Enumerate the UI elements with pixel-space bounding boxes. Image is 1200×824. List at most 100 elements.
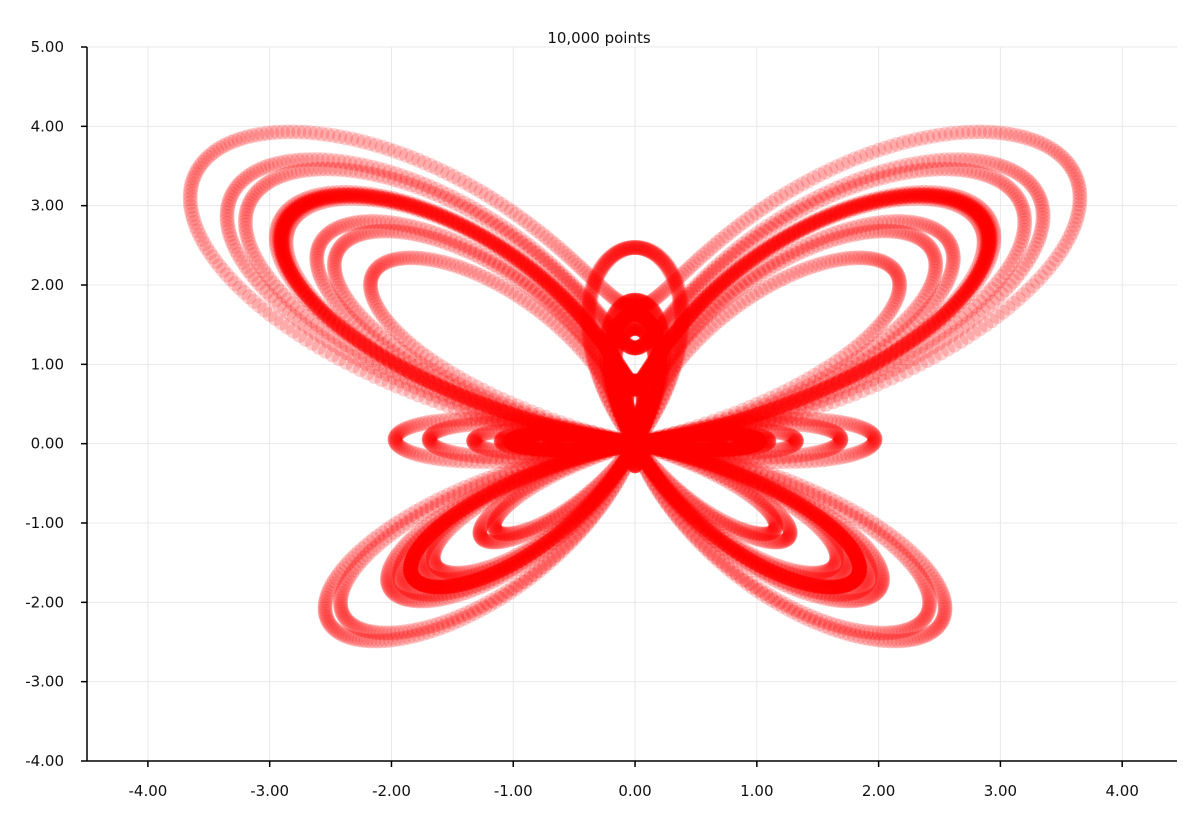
- scatter-point: [641, 439, 657, 454]
- scatter-point: [849, 569, 865, 585]
- scatter-point: [519, 427, 535, 443]
- scatter-point: [681, 426, 697, 442]
- scatter-point: [581, 441, 597, 457]
- scatter-point: [599, 439, 615, 455]
- scatter-point: [726, 414, 742, 430]
- scatter-point: [975, 212, 991, 228]
- scatter-point: [538, 426, 554, 442]
- scatter-point: [806, 506, 822, 522]
- scatter-point: [832, 578, 848, 594]
- scatter-point: [528, 427, 544, 442]
- scatter-point: [841, 201, 857, 217]
- scatter-point: [611, 433, 627, 449]
- scatter-point: [850, 552, 866, 568]
- scatter-point: [807, 578, 823, 594]
- scatter-point: [980, 240, 996, 256]
- scatter-point: [657, 338, 673, 354]
- scatter-point: [605, 439, 621, 455]
- scatter-point: [929, 188, 945, 204]
- scatter-point: [825, 207, 841, 223]
- scatter-point: [695, 454, 711, 470]
- scatter-point: [652, 432, 668, 447]
- scatter-point: [634, 374, 649, 389]
- scatter-point: [576, 441, 592, 457]
- scatter-point: [507, 436, 523, 452]
- scatter-point: [906, 331, 922, 347]
- scatter-point: [821, 517, 837, 533]
- scatter-point: [916, 323, 932, 339]
- scatter-point: [970, 205, 986, 221]
- scatter-point: [633, 375, 649, 391]
- scatter-point: [963, 199, 979, 215]
- scatter-point: [560, 442, 576, 458]
- scatter-point: [940, 190, 956, 206]
- scatter-point: [719, 462, 735, 478]
- scatter-point: [531, 441, 546, 457]
- scatter-point: [659, 443, 675, 459]
- scatter-point: [618, 437, 634, 453]
- scatter-point: [851, 564, 867, 580]
- scatter-point: [638, 366, 654, 382]
- scatter-point: [870, 354, 886, 370]
- scatter-point: [801, 388, 817, 403]
- scatter-point: [505, 435, 521, 451]
- scatter-point: [774, 487, 790, 502]
- scatter-point: [872, 192, 888, 208]
- scatter-point: [559, 427, 575, 443]
- scatter-point: [889, 343, 905, 359]
- scatter-point: [569, 427, 585, 443]
- scatter-point: [742, 471, 758, 487]
- scatter-point: [975, 258, 991, 274]
- scatter-point: [978, 217, 994, 233]
- scatter-point: [542, 442, 558, 458]
- scatter-point: [827, 522, 843, 538]
- scatter-point: [788, 224, 804, 240]
- scatter-point: [793, 221, 809, 237]
- scatter-point: [753, 476, 769, 492]
- scatter-point: [521, 440, 537, 456]
- scatter-point: [647, 440, 663, 456]
- scatter-point: [981, 237, 997, 253]
- scatter-point: [955, 288, 971, 304]
- scatter-point: [731, 467, 747, 482]
- scatter-point: [624, 436, 640, 452]
- scatter-point: [641, 363, 657, 379]
- scatter-point: [902, 188, 918, 204]
- scatter-point: [731, 261, 747, 277]
- scatter-point: [799, 218, 815, 234]
- scatter-point: [504, 432, 520, 448]
- scatter-point: [764, 481, 780, 497]
- scatter-point: [920, 188, 936, 203]
- scatter-point: [844, 368, 860, 384]
- scatter-point: [977, 214, 993, 230]
- scatter-point: [648, 352, 664, 368]
- scatter-point: [979, 247, 995, 263]
- scatter-point: [948, 192, 964, 208]
- scatter-point: [551, 426, 566, 442]
- scatter-point: [512, 429, 528, 444]
- scatter-point: [849, 550, 865, 566]
- scatter-point: [748, 474, 764, 490]
- scatter-point: [954, 195, 970, 211]
- scatter-point: [744, 251, 760, 267]
- scatter-point: [820, 209, 836, 225]
- scatter-point: [677, 448, 693, 464]
- scatter-point: [508, 437, 524, 453]
- scatter-point: [845, 543, 861, 559]
- scatter-point: [631, 435, 647, 451]
- scatter-point: [843, 575, 859, 591]
- scatter-point: [957, 196, 973, 212]
- scatter-point: [635, 437, 651, 453]
- scatter-point: [816, 381, 832, 397]
- scatter-point: [778, 229, 794, 245]
- scatter-point: [897, 188, 913, 204]
- scatter-point: [522, 427, 538, 443]
- scatter-point: [980, 225, 996, 241]
- scatter-point: [809, 213, 825, 229]
- scatter-point: [531, 426, 547, 442]
- scatter-point: [823, 378, 839, 394]
- scatter-point: [711, 418, 727, 434]
- scatter-point: [850, 567, 866, 583]
- scatter-point: [679, 310, 695, 326]
- scatter-point: [847, 572, 863, 588]
